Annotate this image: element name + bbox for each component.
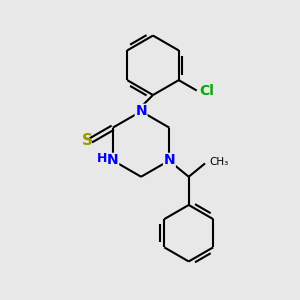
Text: Cl: Cl: [199, 84, 214, 98]
Text: H: H: [97, 152, 108, 165]
Text: S: S: [82, 133, 93, 148]
Text: N: N: [107, 153, 118, 167]
Text: N: N: [164, 153, 175, 167]
Text: N: N: [135, 104, 147, 118]
Text: CH₃: CH₃: [209, 157, 229, 167]
